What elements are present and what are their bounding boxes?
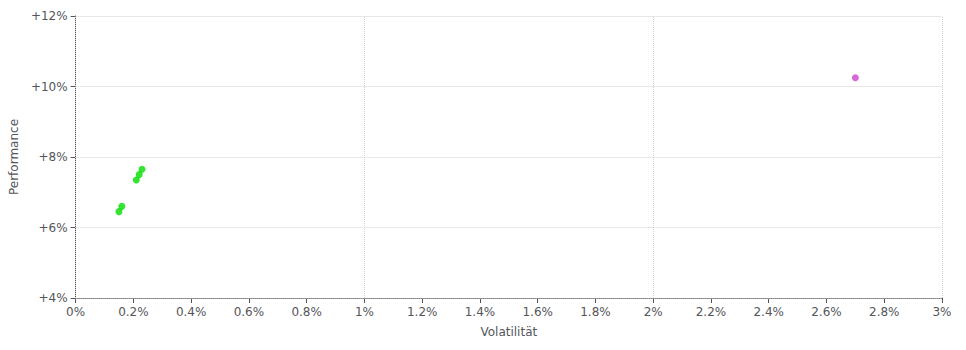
svg-text:0.2%: 0.2% xyxy=(118,305,149,319)
svg-text:1.6%: 1.6% xyxy=(522,305,553,319)
svg-text:Performance: Performance xyxy=(7,119,21,195)
svg-text:2%: 2% xyxy=(644,305,663,319)
svg-text:2.4%: 2.4% xyxy=(753,305,784,319)
svg-text:Volatilität: Volatilität xyxy=(480,325,537,339)
svg-text:+4%: +4% xyxy=(39,291,68,305)
svg-text:1%: 1% xyxy=(355,305,374,319)
svg-text:1.8%: 1.8% xyxy=(580,305,611,319)
svg-text:0.6%: 0.6% xyxy=(234,305,265,319)
svg-text:1.2%: 1.2% xyxy=(407,305,438,319)
svg-text:+12%: +12% xyxy=(31,9,68,23)
svg-text:2.2%: 2.2% xyxy=(696,305,727,319)
svg-text:+6%: +6% xyxy=(39,221,68,235)
svg-text:+10%: +10% xyxy=(31,80,68,94)
svg-text:0%: 0% xyxy=(66,305,85,319)
svg-text:+8%: +8% xyxy=(39,150,68,164)
svg-text:2.8%: 2.8% xyxy=(869,305,900,319)
svg-text:0.8%: 0.8% xyxy=(291,305,322,319)
svg-text:3%: 3% xyxy=(932,305,951,319)
svg-text:2.6%: 2.6% xyxy=(811,305,842,319)
svg-text:0.4%: 0.4% xyxy=(176,305,207,319)
svg-text:1.4%: 1.4% xyxy=(465,305,496,319)
